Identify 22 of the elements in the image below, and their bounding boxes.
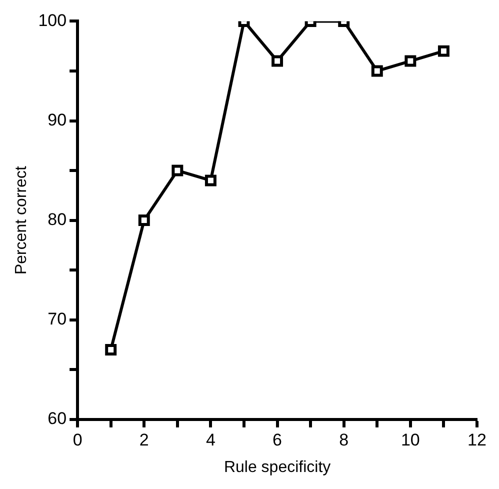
y-tick-label: 100 bbox=[38, 10, 67, 30]
x-axis-title: Rule specificity bbox=[224, 458, 331, 476]
point bbox=[105, 344, 117, 356]
x-tick-label: 12 bbox=[468, 430, 486, 450]
point bbox=[172, 164, 184, 176]
x-tick-label: 10 bbox=[400, 430, 420, 450]
y-axis-title: Percent correct bbox=[13, 166, 30, 275]
x-tick-label: 4 bbox=[206, 430, 216, 450]
y-tick-label: 70 bbox=[48, 310, 67, 329]
point bbox=[204, 174, 216, 186]
point bbox=[272, 55, 284, 67]
x-tick-label: 8 bbox=[339, 430, 349, 450]
y-tick-label: 80 bbox=[48, 210, 67, 229]
x-tick-label: 6 bbox=[272, 430, 282, 450]
x-tick-label: 2 bbox=[139, 430, 149, 450]
point bbox=[404, 55, 416, 67]
point bbox=[438, 45, 450, 57]
point bbox=[371, 65, 383, 77]
point bbox=[138, 214, 150, 226]
y-tick-label: 90 bbox=[48, 110, 67, 130]
y-tick-label: 60 bbox=[48, 409, 67, 428]
x-tick-label: 0 bbox=[72, 430, 82, 450]
